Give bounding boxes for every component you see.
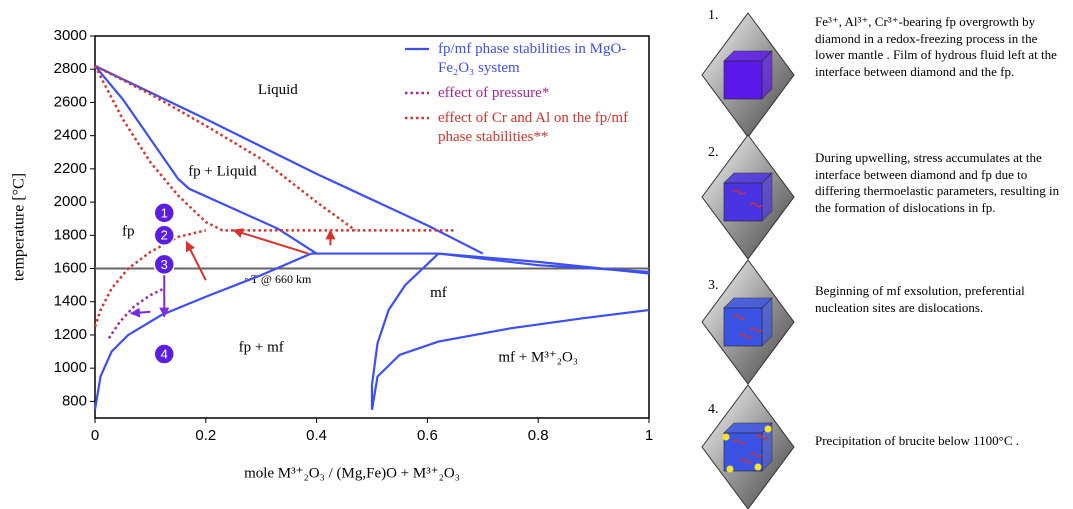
region-label: fp + Liquid (188, 164, 257, 180)
phase-boundary (370, 308, 650, 410)
phase-boundary (107, 287, 165, 339)
phase-boundary (94, 65, 318, 255)
brucite (764, 425, 772, 433)
step-text: Precipitation of brucite below 1100°C . (815, 433, 1020, 448)
x-tick-label: 0.8 (528, 427, 549, 444)
phase-boundary (438, 252, 650, 273)
dislocation (755, 434, 769, 440)
step-text: During upwelling, stress accumulates at … (815, 150, 1060, 215)
phase-boundary (94, 64, 357, 232)
phase-boundary (311, 252, 650, 275)
step-number: 2. (708, 145, 719, 160)
y-tick-label: 1000 (54, 359, 87, 376)
legend-entry: fp/mf phase stabilities in MgO-Fe₂O₃ sys… (404, 40, 644, 78)
phase-boundary (93, 252, 312, 410)
step-marker-label: 3 (161, 257, 168, 272)
brucite (726, 465, 734, 473)
dislocation (739, 333, 753, 339)
x-axis-label: mole M³⁺₂O₃ / (Mg,Fe)O + M³⁺₂O₃ (244, 465, 460, 481)
step-number: 4. (708, 402, 719, 417)
x-tick-label: 0 (91, 427, 99, 444)
dislocation (732, 314, 746, 320)
y-tick-label: 2600 (54, 93, 87, 110)
arrow (232, 228, 309, 255)
arrow (185, 241, 207, 281)
x-tick-label: 0.6 (417, 427, 438, 444)
y-tick-label: 1200 (54, 326, 87, 343)
dislocation (732, 439, 746, 445)
y-tick-label: 800 (62, 392, 87, 409)
y-tick-label: 2000 (54, 193, 87, 210)
step-marker (153, 343, 175, 365)
region-label: mf (430, 285, 447, 301)
region-label: mf + M³⁺₂O₃ (498, 350, 578, 366)
y-tick-label: 1600 (54, 259, 87, 276)
y-tick-label: 2400 (54, 127, 87, 144)
phase-boundary (370, 252, 440, 410)
y-tick-label: 3000 (54, 27, 87, 44)
legend: fp/mf phase stabilities in MgO-Fe₂O₃ sys… (404, 40, 644, 153)
step-text: Fe³⁺, Al³⁺, Cr³⁺-bearing fp overgrowth b… (815, 14, 1057, 79)
y-axis-label: temperature [°C] (11, 173, 28, 281)
region-label: fp + mf (239, 340, 284, 356)
dislocation (749, 202, 763, 208)
phase-boundary (93, 229, 207, 328)
y-tick-label: 1400 (54, 293, 87, 310)
arrow (130, 307, 151, 318)
cube-front (723, 307, 763, 347)
legend-swatch (405, 47, 429, 51)
step-number: 3. (708, 278, 719, 293)
y-tick-label: 2200 (54, 160, 87, 177)
step-text: Beginning of mf exsolution, preferential… (815, 283, 1025, 315)
step-marker-label: 2 (161, 228, 168, 243)
dislocation (732, 189, 746, 195)
legend-entry: effect of pressure* (404, 84, 644, 103)
phase-boundary (94, 64, 484, 255)
legend-label: effect of pressure* (438, 85, 550, 101)
region-label: Liquid (258, 82, 298, 98)
x-tick-label: 0.4 (306, 427, 327, 444)
step-marker (153, 224, 175, 247)
legend-label: effect of Cr and Al on the fp/mf phase s… (438, 110, 629, 145)
phase-boundary (93, 65, 456, 232)
cube-front (723, 182, 763, 222)
dislocation (749, 327, 763, 333)
step-marker (153, 202, 175, 224)
step-number: 1. (708, 8, 719, 23)
x-tick-label: 0.2 (195, 427, 216, 444)
y-tick-label: 1800 (54, 226, 87, 243)
region-label: fp (122, 223, 135, 239)
plot-frame (94, 35, 650, 419)
step-marker-label: 1 (161, 205, 168, 220)
legend-swatch (405, 116, 429, 120)
x-tick-label: 1 (645, 427, 653, 444)
step-marker (153, 253, 175, 276)
brucite (754, 463, 762, 471)
legend-label: fp/mf phase stabilities in MgO-Fe₂O₃ sys… (438, 41, 627, 76)
legend-swatch (405, 91, 429, 95)
brucite (722, 433, 730, 441)
step-marker-label: 4 (161, 346, 168, 361)
dislocation (739, 458, 753, 464)
y-tick-label: 2800 (54, 60, 87, 77)
legend-entry: effect of Cr and Al on the fp/mf phase s… (404, 109, 644, 147)
dislocation (749, 452, 763, 458)
cube-front (723, 60, 763, 100)
